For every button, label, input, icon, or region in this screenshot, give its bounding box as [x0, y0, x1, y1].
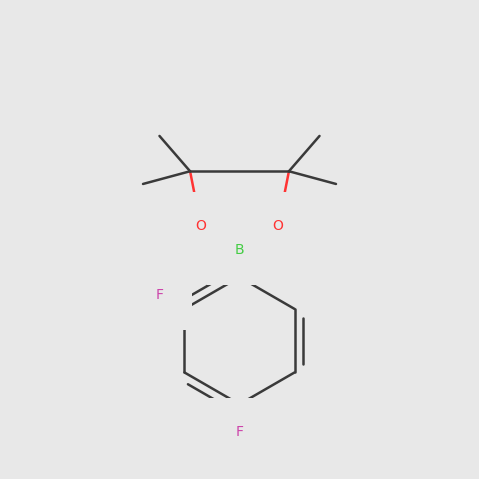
- Text: O: O: [195, 219, 206, 233]
- Text: F: F: [156, 288, 164, 302]
- Text: F: F: [236, 425, 243, 439]
- Text: B: B: [235, 243, 244, 257]
- Text: O: O: [273, 219, 284, 233]
